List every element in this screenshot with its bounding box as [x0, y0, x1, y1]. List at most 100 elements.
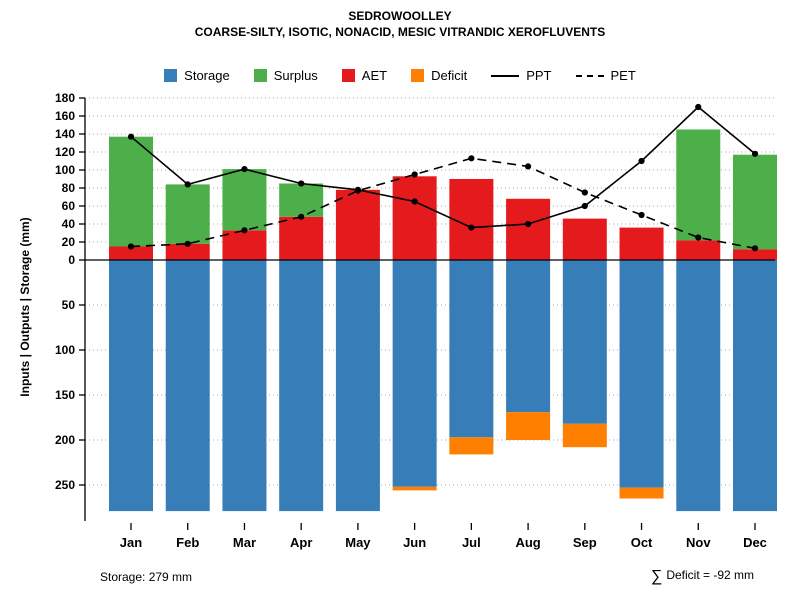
bar-surplus	[733, 154, 777, 250]
bar-aet	[619, 227, 664, 260]
bar-deficit	[619, 487, 664, 499]
bar-surplus	[676, 129, 721, 241]
bar-storage	[449, 260, 494, 438]
x-tick-label: May	[345, 535, 371, 550]
bar-storage	[109, 260, 153, 512]
deficit-sum-text: Deficit = -92 mm	[666, 568, 754, 582]
y-tick-label: 160	[55, 109, 75, 123]
pet-point	[411, 171, 418, 178]
bar-storage	[165, 260, 210, 512]
ppt-point	[468, 224, 475, 231]
x-tick-label: Sep	[573, 535, 597, 550]
x-tick-label: Jul	[462, 535, 481, 550]
storage-swatch-icon	[164, 69, 178, 82]
legend-item-pet: PET	[575, 68, 636, 83]
pet-swatch-icon	[575, 74, 604, 77]
pet-point	[638, 211, 645, 219]
y-tick-label: 150	[55, 388, 75, 402]
bar-aet	[222, 230, 267, 260]
bar-deficit	[562, 423, 607, 448]
legend: Storage Surplus AET Deficit PPT PET	[0, 68, 800, 83]
y-tick-label: 0	[68, 253, 75, 267]
y-tick-label: 250	[55, 478, 75, 492]
y-tick-label: 120	[55, 145, 75, 159]
chart-title: SEDROWOOLLEY	[348, 9, 452, 23]
chart-subtitle: COARSE-SILTY, ISOTIC, NONACID, MESIC VIT…	[194, 25, 606, 39]
ppt-point	[638, 157, 645, 165]
ppt-point	[298, 180, 305, 187]
bar-aet	[733, 249, 777, 260]
legend-label: Deficit	[431, 68, 468, 83]
bar-storage	[279, 260, 324, 512]
x-tick-label: Jan	[120, 535, 142, 550]
ppt-point	[184, 181, 191, 188]
aet-swatch-icon	[341, 69, 355, 82]
bar-storage	[562, 260, 607, 424]
ppt-point	[127, 133, 135, 140]
bar-storage	[619, 260, 664, 488]
bar-surplus	[165, 184, 210, 244]
x-tick-label: Mar	[233, 535, 256, 550]
ppt-point	[695, 103, 702, 111]
legend-label: Surplus	[273, 68, 318, 83]
bar-aet	[562, 218, 607, 260]
legend-label: PPT	[526, 68, 552, 83]
x-tick-label: Oct	[631, 535, 653, 550]
ppt-point	[241, 166, 248, 173]
pet-line	[130, 157, 756, 250]
bar-deficit	[449, 437, 494, 455]
bar-aet	[335, 189, 380, 260]
legend-label: PET	[610, 68, 636, 83]
legend-label: Storage	[184, 68, 230, 83]
surplus-swatch-icon	[253, 69, 267, 82]
y-tick-label: 200	[55, 433, 75, 447]
bar-aet	[279, 216, 324, 260]
bar-storage	[506, 260, 551, 413]
deficit-swatch-icon	[411, 69, 425, 82]
pet-point	[241, 227, 248, 234]
legend-item-surplus: Surplus	[253, 68, 318, 83]
bar-storage	[733, 260, 777, 512]
y-tick-label: 140	[55, 127, 75, 141]
storage-note: Storage: 279 mm	[100, 570, 193, 584]
y-tick-label: 180	[55, 91, 75, 105]
x-tick-label: Nov	[686, 535, 711, 550]
legend-item-storage: Storage	[164, 68, 230, 83]
bar-storage	[676, 260, 721, 512]
pet-point	[468, 155, 475, 162]
y-tick-label: 60	[62, 199, 76, 213]
ppt-point	[524, 220, 532, 228]
y-tick-label: 100	[55, 343, 75, 357]
pet-point	[695, 234, 702, 241]
x-tick-label: Aug	[515, 535, 540, 550]
bar-storage	[392, 260, 437, 487]
bar-aet	[392, 176, 437, 260]
ppt-swatch-icon	[491, 74, 520, 77]
bar-aet	[109, 246, 153, 260]
bar-aet	[506, 198, 551, 260]
ppt-point	[581, 202, 588, 210]
pet-point	[298, 213, 305, 220]
bar-deficit	[506, 412, 551, 440]
bar-surplus	[109, 136, 153, 247]
legend-label: AET	[361, 68, 388, 83]
y-tick-label: 40	[62, 217, 76, 231]
bar-aet	[449, 179, 494, 260]
deficit-sum-note: ∑ Deficit = -92 mm	[651, 568, 754, 586]
bar-aet	[676, 240, 721, 260]
x-tick-label: Jun	[403, 535, 426, 550]
y-tick-label: 100	[55, 163, 75, 177]
bar-aet	[165, 243, 210, 260]
ppt-line	[130, 105, 756, 229]
y-tick-label: 50	[62, 298, 76, 312]
ppt-point	[411, 198, 418, 205]
x-tick-label: Apr	[290, 535, 312, 550]
y-tick-label: 20	[62, 235, 76, 249]
y-tick-label: 80	[62, 181, 76, 195]
pet-point	[127, 243, 135, 250]
legend-item-ppt: PPT	[491, 68, 552, 83]
bar-storage	[222, 260, 267, 512]
bar-storage	[335, 260, 380, 512]
legend-item-deficit: Deficit	[411, 68, 467, 83]
